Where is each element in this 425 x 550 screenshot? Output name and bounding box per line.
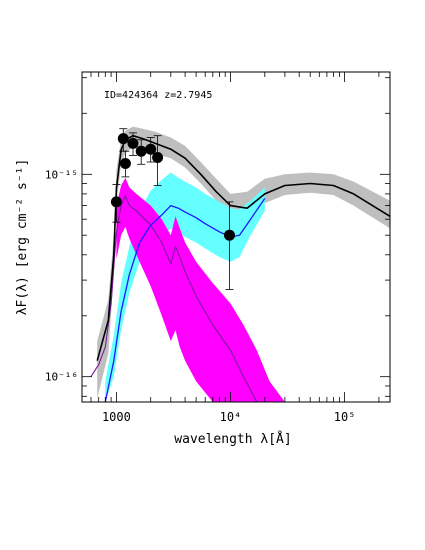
total-model-line bbox=[96, 134, 390, 361]
photometry-point bbox=[119, 158, 131, 169]
photometry-point bbox=[135, 145, 147, 157]
y-axis-label: λF(λ) [erg cm⁻² s⁻¹] bbox=[15, 159, 30, 316]
id-redshift-annotation: ID=424364 z=2.7945 bbox=[104, 90, 212, 101]
stellar-model-line bbox=[90, 195, 258, 402]
photometry-point bbox=[117, 133, 129, 145]
axis-layer: 1000 10⁴ 10⁵ 10⁻¹⁶ 10⁻¹⁵ bbox=[45, 72, 390, 424]
x-tick-label: 10⁵ bbox=[334, 410, 356, 424]
photometry-point bbox=[152, 152, 164, 163]
x-axis-label: wavelength λ[Å] bbox=[174, 431, 291, 447]
stellar-model-band bbox=[116, 177, 285, 402]
y-tick-label: 10⁻¹⁵ bbox=[45, 168, 78, 181]
photometry-point bbox=[110, 196, 122, 208]
plot-frame bbox=[81, 71, 391, 403]
y-tick-label: 10⁻¹⁶ bbox=[45, 371, 78, 384]
photometry-point bbox=[224, 229, 235, 241]
x-tick-label: 10⁴ bbox=[220, 410, 242, 424]
photometry-point bbox=[145, 143, 157, 155]
plot-layer bbox=[90, 126, 390, 402]
x-tick-label: 1000 bbox=[102, 410, 131, 424]
photometry-point bbox=[127, 137, 139, 149]
